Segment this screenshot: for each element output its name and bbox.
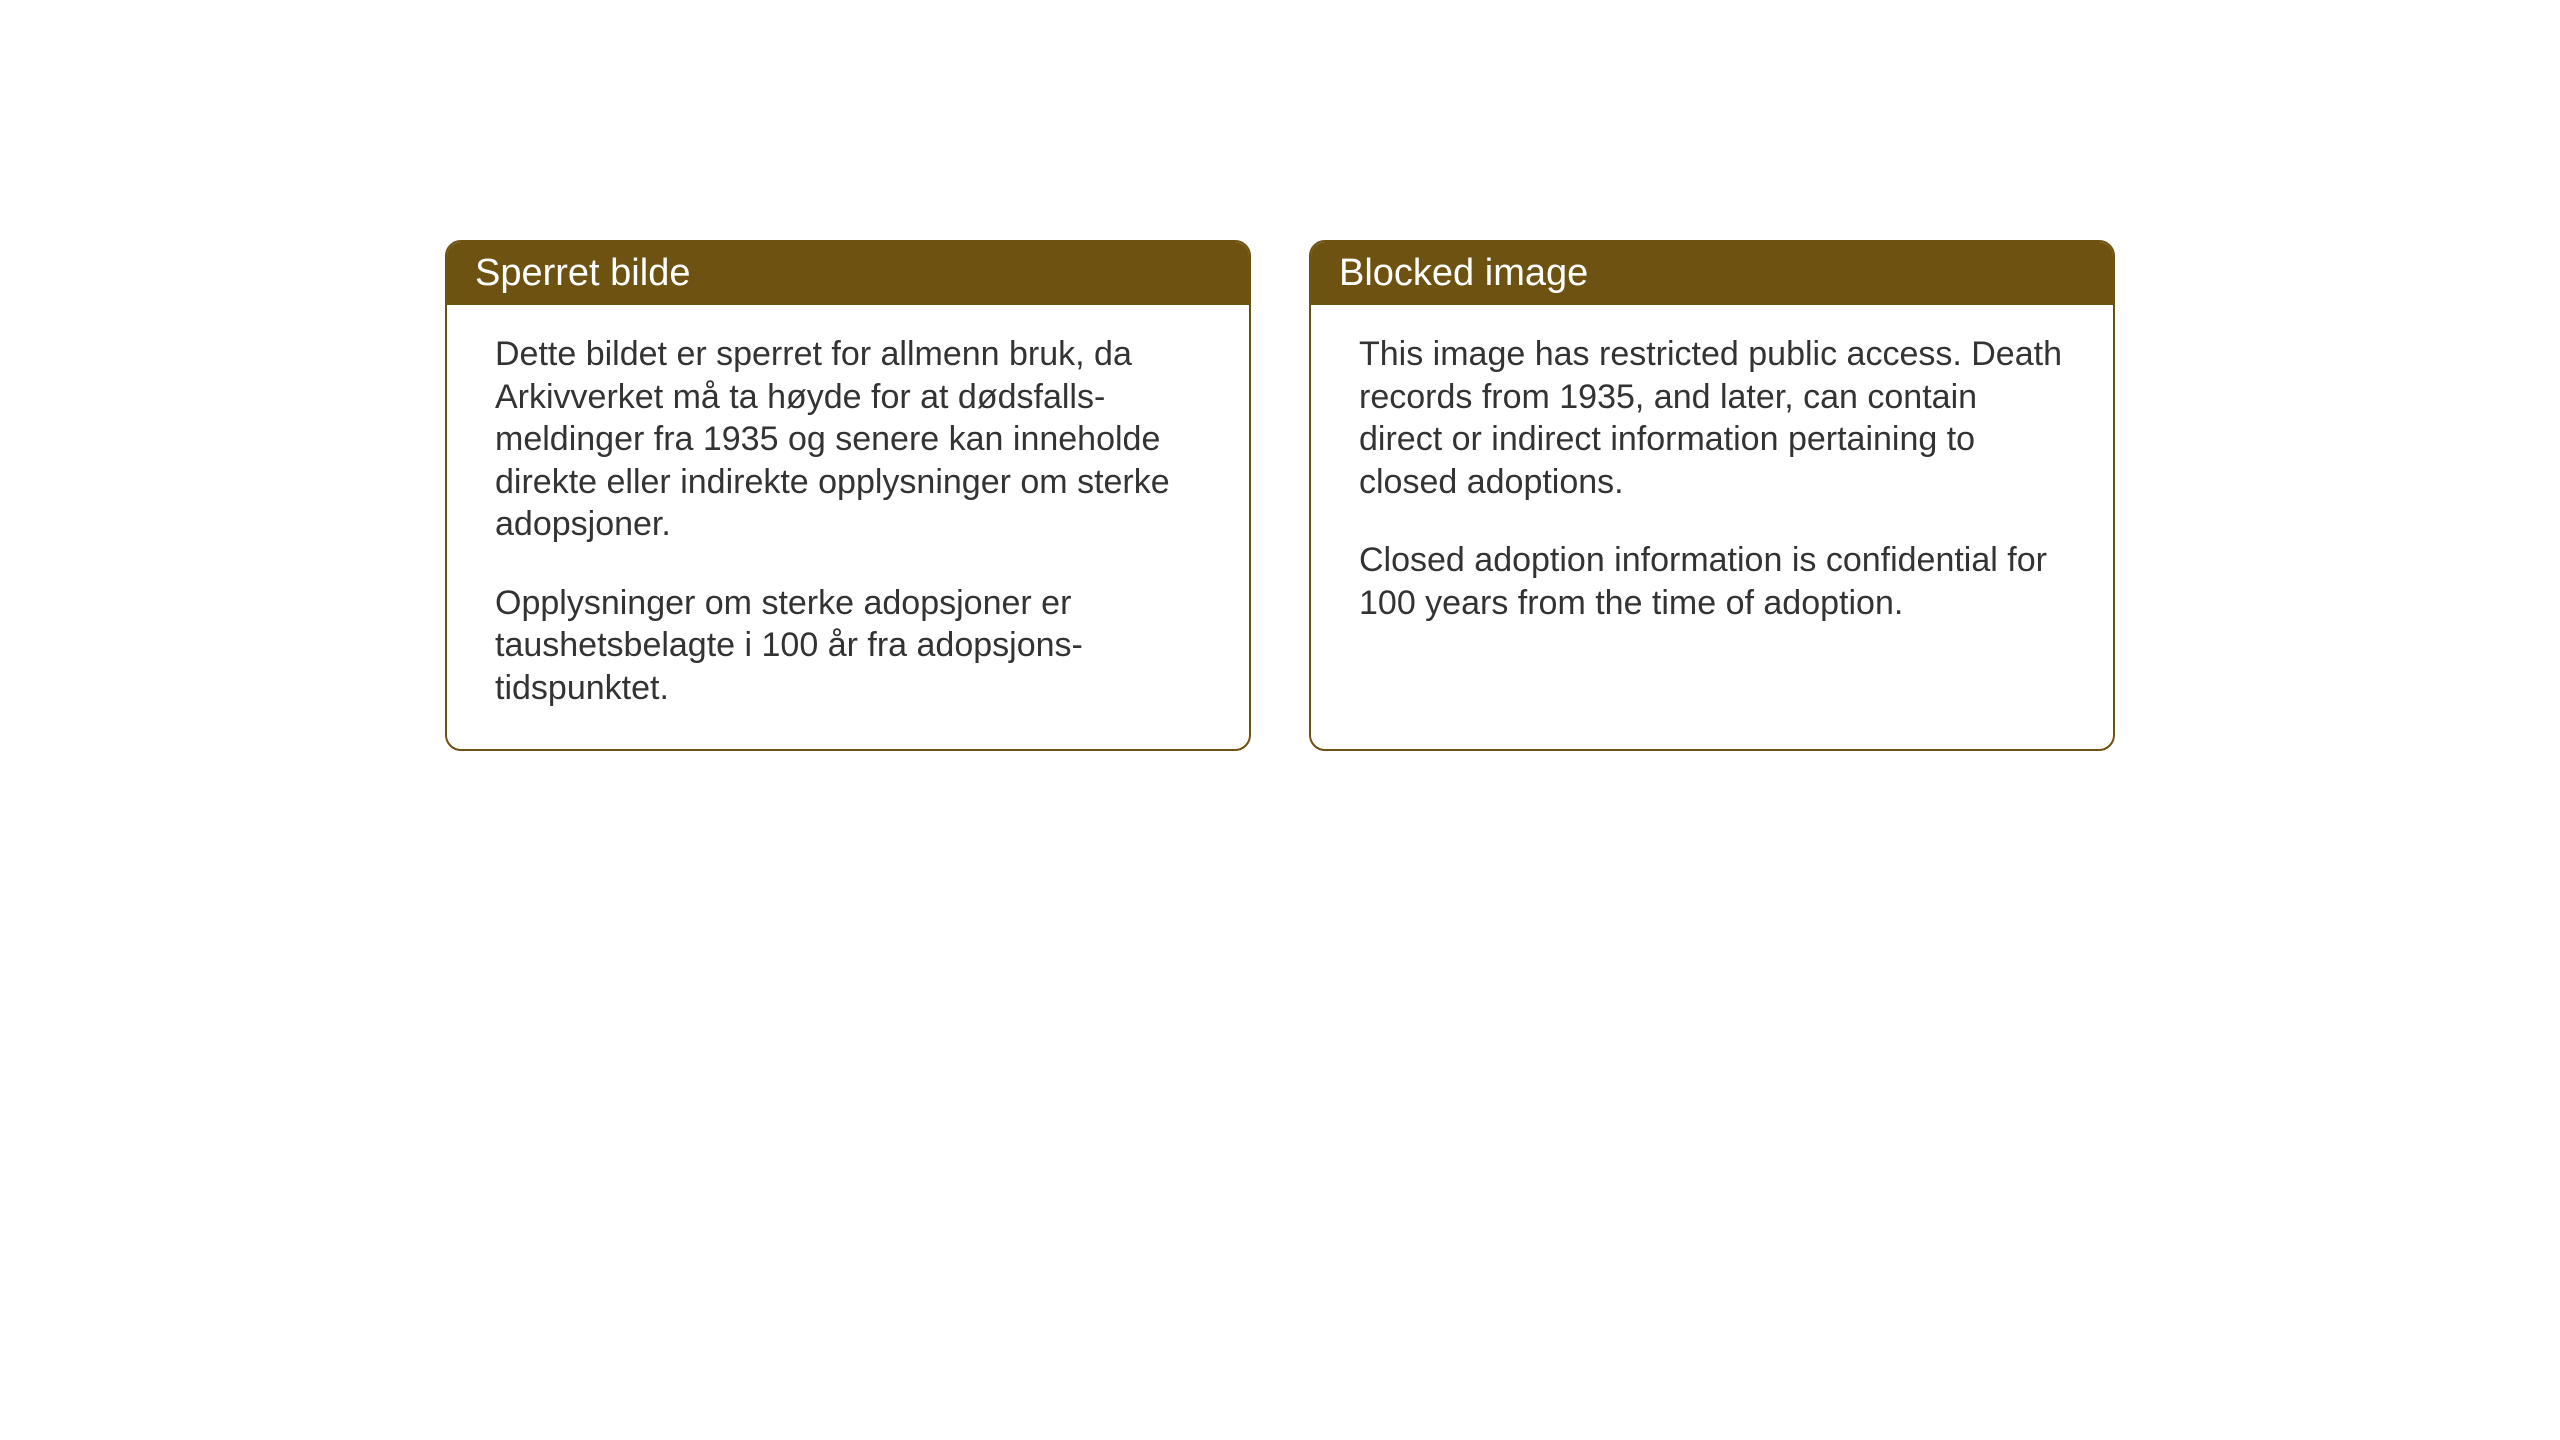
norwegian-notice-card: Sperret bilde Dette bildet er sperret fo…: [445, 240, 1251, 751]
english-card-title: Blocked image: [1311, 242, 2113, 305]
norwegian-card-body: Dette bildet er sperret for allmenn bruk…: [447, 305, 1249, 749]
english-paragraph-1: This image has restricted public access.…: [1359, 333, 2065, 503]
norwegian-paragraph-2: Opplysninger om sterke adopsjoner er tau…: [495, 582, 1201, 710]
english-card-body: This image has restricted public access.…: [1311, 305, 2113, 664]
notice-cards-container: Sperret bilde Dette bildet er sperret fo…: [445, 240, 2115, 751]
english-notice-card: Blocked image This image has restricted …: [1309, 240, 2115, 751]
norwegian-card-title: Sperret bilde: [447, 242, 1249, 305]
norwegian-paragraph-1: Dette bildet er sperret for allmenn bruk…: [495, 333, 1201, 546]
english-paragraph-2: Closed adoption information is confident…: [1359, 539, 2065, 624]
